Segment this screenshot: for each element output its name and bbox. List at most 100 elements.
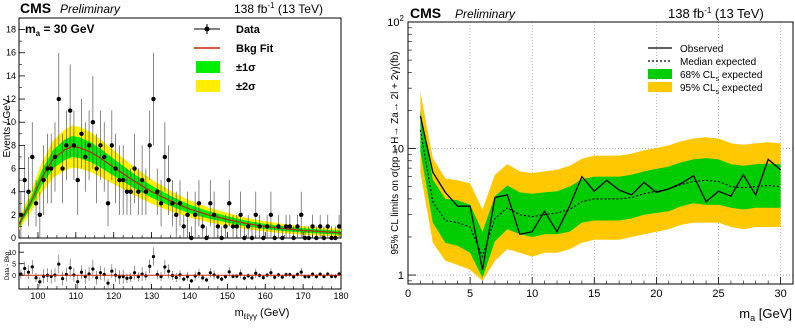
data-point [253, 212, 258, 218]
right-xlabel-unit: [GeV] [755, 306, 792, 321]
data-point [49, 166, 54, 171]
ratio-point [26, 270, 31, 274]
ratio-point [314, 274, 318, 279]
left-xlabel-sub: ℓℓγγ [243, 312, 257, 321]
ratio-point [280, 275, 284, 279]
data-point [242, 235, 247, 241]
data-point [151, 96, 156, 102]
ratio-point [273, 275, 277, 279]
data-point [109, 143, 115, 148]
legend-68-expected: expected [719, 70, 762, 81]
right-y-tick-label: 10 [392, 144, 404, 156]
ratio-point [68, 266, 72, 270]
mass-label-sub: a [36, 29, 41, 38]
data-point [245, 224, 251, 229]
data-point [64, 143, 69, 148]
right-x-tick-label: 25 [712, 288, 724, 300]
right-y-tick-label-base: 10 [387, 17, 399, 29]
data-point [264, 224, 270, 229]
data-point [287, 224, 293, 229]
legend-median-label: Median expected [680, 57, 756, 68]
data-point [71, 143, 77, 148]
left-x-ticks: 100 110 120 130 140 150 160 170 180 [28, 232, 349, 301]
data-point [211, 212, 217, 218]
left-x-tick-label: 120 [106, 291, 121, 301]
data-point [117, 177, 122, 183]
ratio-point [106, 281, 110, 285]
ratio-point [269, 271, 273, 275]
data-point [174, 212, 179, 218]
data-point [336, 224, 342, 229]
left-x-tick-label: 180 [333, 291, 348, 301]
right-xlabel-sub: a [750, 313, 755, 323]
ratio-point [129, 276, 133, 280]
ratio-point [223, 275, 228, 279]
data-point [30, 154, 35, 160]
right-y-tick-label-exp: 2 [400, 14, 405, 23]
ratio-point [220, 277, 224, 281]
ratio-point [307, 275, 311, 279]
legend-95-swatch [648, 82, 672, 92]
mass-label: ma = 30 GeV [25, 22, 95, 38]
data-point [128, 189, 133, 194]
data-point [310, 224, 315, 229]
left-preliminary-label: Preliminary [60, 2, 121, 16]
legend-1sigma-swatch [196, 61, 220, 73]
left-y-tick-label: 10 [6, 117, 16, 127]
data-point [268, 212, 274, 218]
right-cms-label: CMS [410, 5, 441, 21]
ratio-point [242, 276, 246, 280]
data-point [147, 143, 152, 148]
band-68 [420, 110, 781, 278]
data-point [41, 177, 46, 183]
ratio-point [239, 272, 243, 276]
ratio-point [155, 273, 159, 277]
left-y-tick-label: 2 [11, 210, 16, 220]
data-point [170, 201, 175, 206]
ratio-point [303, 275, 307, 279]
mass-label-m: m [25, 22, 36, 36]
legend-fit-label: Bkg Fit [236, 43, 274, 55]
data-point [98, 143, 103, 148]
data-point [185, 212, 190, 218]
data-point [158, 201, 164, 206]
data-point [177, 201, 183, 206]
data-point [306, 235, 311, 241]
data-point [90, 120, 96, 125]
left-panel: CMS Preliminary 138 fb-1 (13 TeV) 0 2 4 6 8 1… [2, 0, 349, 321]
right-lumi-label: 138 fb-1 (13 TeV) [668, 6, 764, 21]
right-x-tick-label: 0 [405, 288, 411, 300]
right-xlabel-m: m [739, 306, 750, 321]
right-plot-area [408, 22, 793, 284]
ratio-point [34, 276, 38, 280]
ratio-y-ticks: 0 5 10 [8, 250, 24, 280]
right-y-tick-label-base: 10 [392, 144, 404, 156]
right-lumi-energy: (13 TeV) [711, 6, 764, 21]
ratio-point [292, 275, 296, 279]
ratio-point [159, 274, 163, 279]
right-frame [407, 21, 794, 285]
ratio-point [95, 276, 99, 280]
data-point [314, 235, 319, 241]
right-x-tick-label: 5 [467, 288, 473, 300]
right-ylabel: 95% CL limits on σ(pp→ H→ Za→ 2l + 2γ)(f… [390, 51, 401, 254]
right-x-tick-label: 30 [774, 288, 786, 300]
right-y-tick-label-base: 1 [398, 270, 404, 282]
ratio-plot [19, 247, 341, 289]
data-point [192, 212, 198, 218]
left-x-tick-label: 170 [296, 291, 311, 301]
ratio-point [110, 269, 114, 273]
data-point [75, 177, 80, 183]
data-point [208, 201, 213, 206]
left-x-tick-label: 150 [220, 291, 235, 301]
data-point [124, 189, 130, 194]
fit-band-1sigma [19, 136, 341, 235]
data-point [94, 166, 99, 171]
observed-line [419, 116, 782, 270]
legend-2sigma-label: ±2σ [236, 81, 256, 93]
left-cms-label: CMS [20, 0, 51, 16]
right-preliminary-label: Preliminary [455, 7, 516, 21]
legend-68-sub: s [716, 76, 720, 83]
data-point [52, 154, 58, 160]
ratio-point [30, 265, 34, 269]
